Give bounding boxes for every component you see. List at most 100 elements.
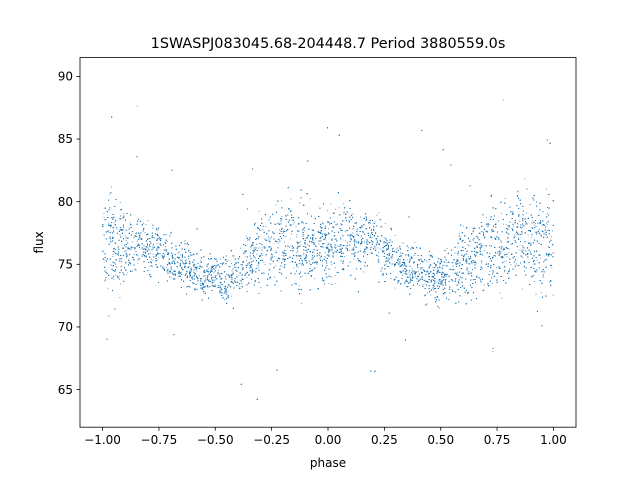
data-point (247, 239, 249, 241)
data-point (504, 198, 506, 200)
data-point (505, 260, 507, 262)
data-point (298, 285, 300, 287)
data-point (521, 228, 523, 230)
data-point (333, 253, 334, 255)
data-point (271, 255, 273, 257)
data-point (114, 251, 115, 253)
data-point (402, 274, 403, 276)
data-point (174, 262, 176, 264)
data-point (385, 263, 387, 265)
data-point (152, 253, 154, 255)
data-point (489, 270, 491, 272)
data-point (256, 253, 258, 255)
data-point (333, 238, 335, 240)
data-point (508, 226, 510, 228)
data-point (398, 261, 400, 262)
data-point (511, 228, 513, 230)
data-point (413, 273, 415, 274)
data-point (290, 198, 292, 200)
data-point (241, 282, 243, 284)
data-point (546, 222, 547, 224)
data-point (166, 241, 168, 242)
data-point (129, 222, 131, 224)
data-point (201, 261, 202, 263)
data-point (217, 273, 219, 275)
data-point (132, 247, 134, 249)
data-point (251, 271, 253, 273)
data-point (314, 278, 316, 279)
data-point (394, 287, 396, 289)
data-point (181, 259, 183, 261)
data-point (182, 269, 183, 271)
data-point (115, 249, 117, 250)
data-point (257, 238, 259, 240)
data-point (328, 232, 330, 234)
data-point (439, 283, 441, 285)
data-point (147, 220, 149, 222)
data-point (500, 242, 502, 244)
data-point (540, 292, 542, 294)
data-point (263, 261, 265, 263)
data-point (378, 212, 380, 214)
data-point (313, 234, 315, 236)
data-point (248, 274, 249, 276)
data-point (304, 259, 306, 261)
data-point (532, 220, 534, 221)
data-point (436, 264, 437, 266)
data-point (219, 285, 221, 287)
data-point (121, 230, 123, 232)
data-point (457, 254, 459, 256)
data-point (108, 222, 110, 224)
data-point (408, 272, 410, 274)
data-point (478, 233, 480, 234)
data-point (229, 266, 231, 268)
data-point (505, 223, 507, 225)
data-point (328, 228, 329, 230)
data-point (521, 288, 523, 290)
data-point (413, 255, 415, 256)
data-point (396, 248, 398, 250)
data-point (129, 264, 131, 266)
data-point (400, 255, 402, 257)
data-point (551, 267, 553, 269)
data-point (449, 292, 451, 294)
data-point (430, 294, 432, 296)
data-point (363, 271, 365, 273)
data-point (547, 213, 548, 215)
data-point (113, 278, 114, 280)
data-point (352, 228, 354, 230)
data-point (516, 263, 517, 265)
data-point (496, 252, 498, 254)
data-point (446, 262, 448, 263)
data-point (354, 245, 356, 247)
data-point (436, 281, 438, 283)
data-point (133, 254, 135, 256)
data-point (499, 292, 501, 294)
data-point (211, 266, 212, 267)
data-point (307, 243, 308, 245)
data-point (399, 248, 401, 250)
data-point (171, 277, 173, 279)
data-point (423, 283, 425, 285)
data-point (205, 270, 207, 272)
data-point (215, 267, 216, 269)
data-point (351, 233, 352, 235)
data-point (115, 263, 117, 265)
data-point (157, 253, 159, 255)
data-point (416, 267, 418, 269)
data-point (275, 204, 277, 206)
data-point (461, 281, 463, 283)
data-point (224, 299, 226, 301)
data-point (383, 242, 385, 244)
data-point (506, 256, 508, 258)
data-point (103, 212, 105, 214)
data-point (299, 262, 301, 264)
data-point (394, 262, 396, 264)
data-point (274, 256, 276, 257)
data-point (387, 266, 388, 268)
data-point (495, 223, 497, 225)
data-point (104, 280, 105, 282)
data-point (525, 223, 527, 225)
data-point (312, 268, 314, 270)
data-point (390, 278, 392, 279)
